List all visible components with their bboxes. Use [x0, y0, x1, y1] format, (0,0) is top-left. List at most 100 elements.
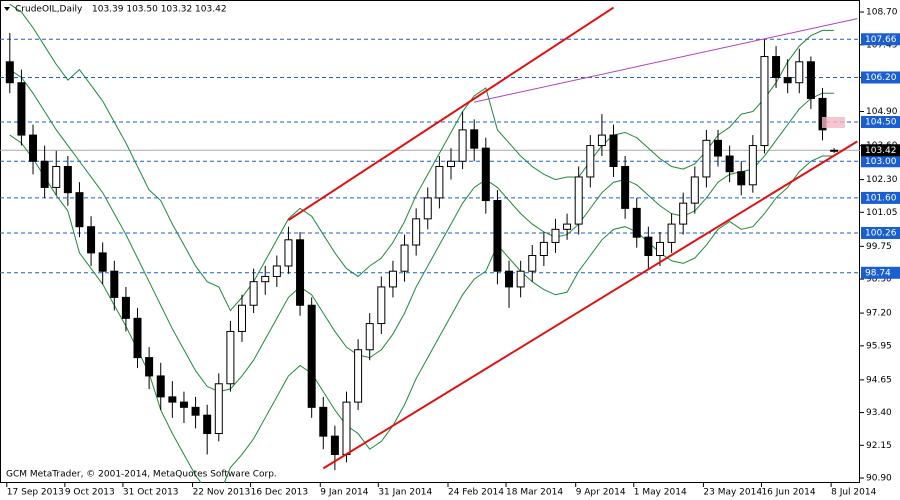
- candle-body: [179, 401, 188, 408]
- candle-body: [110, 270, 119, 298]
- y-tick-label: 94.65: [866, 375, 892, 385]
- x-tick-label: 9 Jan 2014: [320, 488, 368, 498]
- candle-body: [191, 406, 200, 416]
- candle-body: [563, 223, 572, 230]
- candle-body: [145, 357, 154, 377]
- y-tick-label: 104.90: [866, 107, 898, 117]
- candle-body: [354, 349, 363, 403]
- candle-body: [412, 218, 421, 246]
- y-tick-label: 101.05: [866, 208, 898, 218]
- level-label-box: [861, 191, 900, 204]
- level-label-box: [861, 115, 900, 128]
- candle-body: [168, 396, 177, 403]
- candle-body: [272, 265, 281, 277]
- candle-body: [586, 145, 595, 178]
- candle-body: [63, 165, 72, 194]
- x-tick-label: 8 Jul 2014: [831, 488, 876, 498]
- candle-body: [214, 383, 223, 435]
- x-tick-label: 1 May 2014: [634, 488, 687, 498]
- candle-body: [644, 236, 653, 257]
- candle-body: [632, 207, 641, 238]
- current-price-box: [861, 144, 900, 157]
- candle-body: [307, 304, 316, 408]
- level-label: 107.66: [865, 35, 897, 45]
- x-tick-label: 23 May 2014: [703, 488, 762, 498]
- candle-body: [493, 200, 502, 272]
- menu-arrow: [4, 7, 10, 11]
- x-tick-label: 31 Oct 2013: [123, 488, 179, 498]
- symbol: CrudeOIL,Daily: [15, 5, 83, 15]
- level-label: 106.20: [865, 73, 897, 83]
- candle-body: [296, 239, 305, 306]
- candle-body: [574, 176, 583, 225]
- candle-body: [319, 406, 328, 437]
- candle-body: [203, 414, 212, 435]
- candle-body: [87, 226, 96, 254]
- level-label-box: [861, 71, 900, 84]
- candle-body: [597, 134, 606, 147]
- trend-line: [474, 18, 858, 103]
- candle-body: [446, 160, 455, 167]
- candle-body: [342, 401, 351, 455]
- candle-body: [609, 134, 618, 167]
- y-tick-label: 99.75: [866, 242, 892, 252]
- candle-body: [737, 171, 746, 186]
- candle-body: [748, 145, 757, 186]
- candle-body: [539, 241, 548, 257]
- candle-body: [690, 176, 699, 204]
- y-tick-label: 93.40: [866, 408, 892, 418]
- trend-line: [287, 6, 615, 222]
- candle-body: [40, 160, 49, 188]
- y-tick-label: 90.90: [866, 474, 892, 484]
- candle-body: [17, 82, 26, 136]
- candle-body: [551, 228, 560, 243]
- candle-body: [458, 129, 467, 162]
- y-tick-label: 108.70: [866, 8, 898, 18]
- candle-body: [667, 223, 676, 243]
- candle-body: [377, 286, 386, 325]
- y-tick-label: 102.30: [866, 175, 898, 185]
- x-tick-label: 22 Nov 2013: [193, 488, 251, 498]
- highlight-box: [822, 117, 845, 128]
- band-middle: [9, 69, 835, 393]
- x-tick-label: 16 Dec 2013: [251, 488, 308, 498]
- candle-body: [400, 244, 409, 272]
- candle-body: [133, 317, 142, 359]
- x-tick-label: 31 Jan 2014: [378, 488, 432, 498]
- candle-body: [516, 270, 525, 288]
- candle-body: [98, 252, 107, 272]
- candle-body: [284, 239, 293, 267]
- candle-body: [818, 97, 827, 131]
- candle-body: [655, 241, 664, 257]
- x-tick-label: 9 Oct 2013: [65, 488, 115, 498]
- quote: 103.39 103.50 103.32 103.42: [92, 5, 227, 15]
- trend-line: [322, 140, 858, 470]
- candle-body: [365, 323, 374, 351]
- y-tick-label: 95.95: [866, 341, 892, 351]
- level-label: 104.50: [865, 117, 897, 127]
- level-label: 98.74: [865, 268, 891, 278]
- candle-body: [795, 61, 804, 84]
- x-tick-label: 16 Jun 2014: [761, 488, 815, 498]
- level-label: 103.00: [865, 157, 897, 167]
- level-label-box: [861, 33, 900, 46]
- candle-body: [121, 296, 130, 319]
- x-tick-label: 18 Mar 2014: [506, 488, 563, 498]
- candle-body: [830, 149, 839, 152]
- x-tick-label: 24 Feb 2014: [448, 488, 504, 498]
- y-tick-label: 92.15: [866, 441, 892, 451]
- level-label-box: [861, 266, 900, 279]
- candle-body: [621, 165, 630, 209]
- x-tick-label: 17 Sep 2013: [7, 488, 64, 498]
- x-tick-label: 9 Apr 2014: [576, 488, 626, 498]
- y-tick-label: 97.20: [866, 309, 892, 319]
- candle-body: [806, 61, 815, 99]
- candle-body: [702, 139, 711, 178]
- candle-body: [714, 139, 723, 157]
- candle-body: [505, 270, 514, 288]
- candle-body: [75, 192, 84, 228]
- candle-body: [29, 134, 38, 162]
- candle-body: [52, 165, 61, 188]
- candle-body: [388, 270, 397, 288]
